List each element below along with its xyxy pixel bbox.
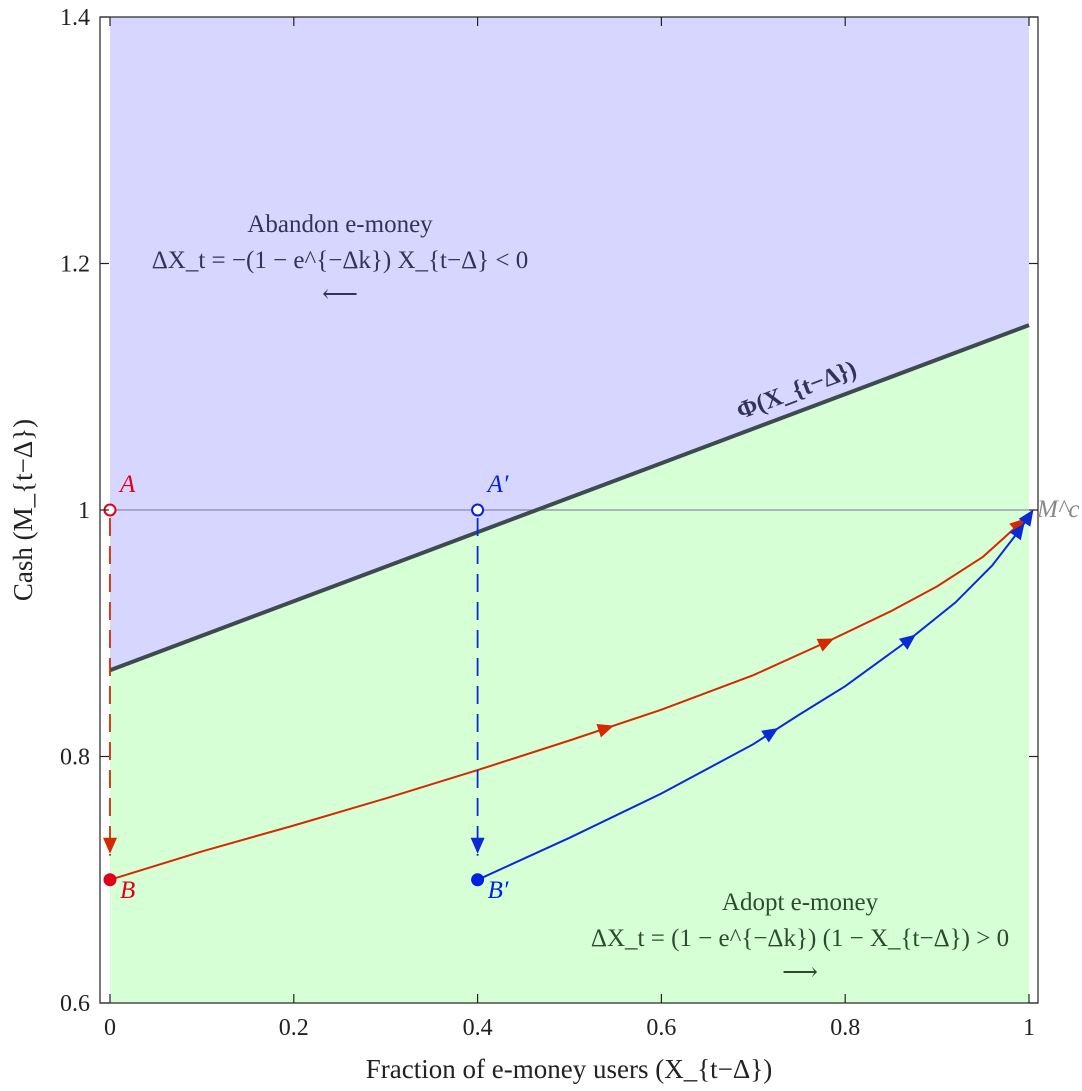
red-adjustment-path	[109, 522, 1021, 881]
y-tick-label: 0.8	[60, 745, 90, 771]
y-tick-label: 1.4	[60, 5, 90, 31]
blue-adjustment-path	[477, 515, 1030, 881]
red-path-arrowhead	[596, 724, 614, 738]
adopt-region	[110, 325, 1029, 1003]
x-tick-label: 0	[104, 1015, 116, 1041]
point-label: B	[120, 877, 135, 904]
y-tick-label: 1	[78, 498, 90, 524]
abandon-region	[110, 17, 1029, 671]
point-label: A	[118, 471, 136, 498]
point-prime-b	[471, 873, 485, 887]
red-path-arrowhead	[1009, 518, 1026, 535]
blue-path-arrowhead	[761, 728, 779, 743]
point-label: A′	[486, 471, 509, 498]
y-axis-title: Cash (M_{t−Δ})	[8, 419, 38, 601]
mc-label: M^c	[1036, 496, 1079, 523]
adopt-direction-arrow: ⟶	[782, 959, 818, 986]
red-path-arrowhead	[816, 638, 835, 652]
abandon-direction-arrow: ⟵	[322, 281, 358, 308]
blue-jump-arrowhead	[470, 837, 485, 854]
y-tick-label: 0.6	[60, 991, 90, 1017]
blue-path-arrowhead	[1009, 523, 1025, 541]
x-tick-label: 0.8	[830, 1015, 860, 1041]
red-jump-arrowhead	[103, 837, 117, 854]
point-prime-a	[471, 503, 485, 517]
adopt-region-formula: ΔX_t = (1 − e^{−Δk}) (1 − X_{t−Δ}) > 0	[591, 925, 1009, 952]
x-tick-label: 1	[1023, 1015, 1035, 1041]
abandon-region-formula: ΔX_t = −(1 − e^{−Δk}) X_{t−Δ} < 0	[152, 247, 529, 274]
point-b	[103, 873, 117, 887]
y-tick-label: 1.2	[60, 252, 90, 278]
blue-path-arrowhead	[1018, 509, 1034, 527]
blue-path-arrowhead	[898, 634, 916, 650]
x-tick-label: 0.4	[463, 1015, 493, 1041]
abandon-region-title: Abandon e-money	[247, 211, 433, 238]
point-label: B′	[488, 877, 509, 904]
x-tick-label: 0.2	[279, 1015, 309, 1041]
x-tick-label: 0.6	[646, 1015, 676, 1041]
x-axis-title: Fraction of e-money users (X_{t−Δ})	[366, 1054, 772, 1084]
adopt-region-title: Adopt e-money	[722, 889, 879, 916]
threshold-line	[109, 323, 1030, 673]
